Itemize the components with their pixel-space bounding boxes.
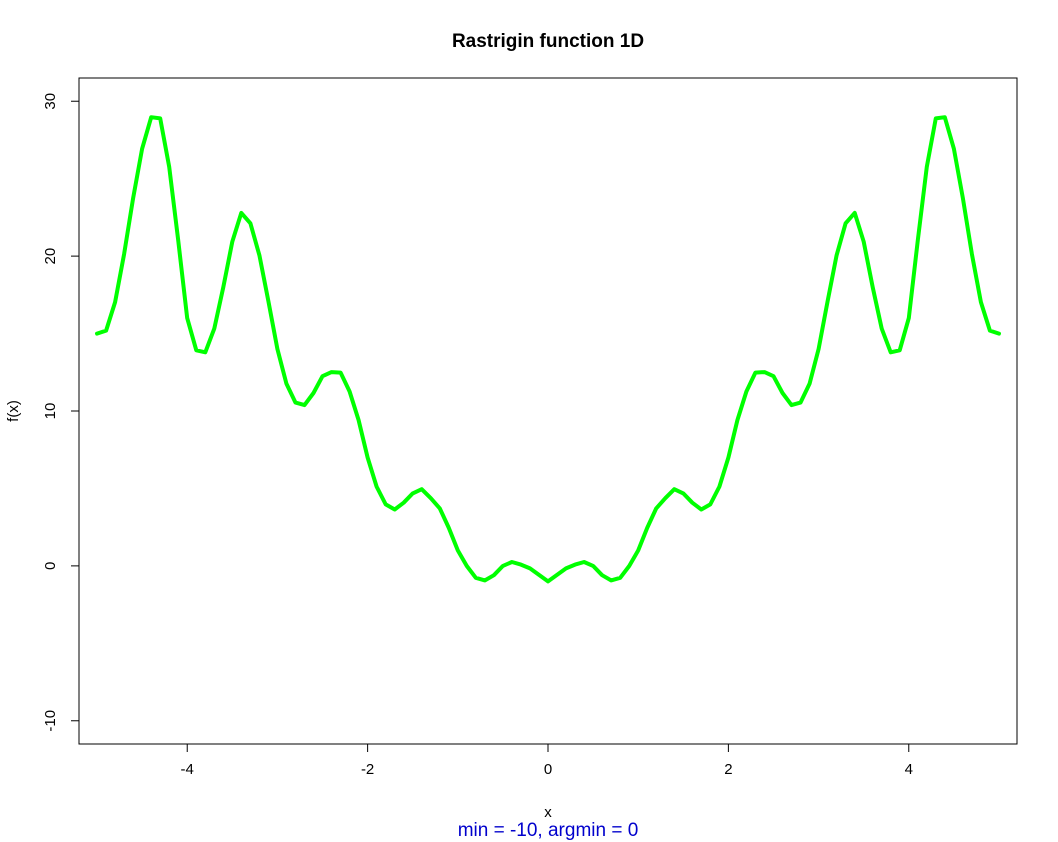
x-axis-label: x	[544, 804, 552, 821]
series-line	[95, 115, 1001, 584]
y-tick-label: 10	[42, 403, 59, 420]
x-tick-label: 2	[724, 761, 732, 778]
y-tick-label: 30	[42, 93, 59, 110]
y-tick-label: 20	[42, 248, 59, 265]
x-tick-label: -2	[361, 761, 374, 778]
x-tick-label: 4	[905, 761, 913, 778]
x-tick-label: -4	[181, 761, 194, 778]
y-axis: -10 0 10 20 30	[42, 93, 79, 732]
x-axis: -4 -2 0 2 4	[181, 744, 913, 778]
plot-frame	[78, 77, 1018, 745]
chart-title: Rastrigin function 1D	[452, 31, 644, 52]
y-tick-label: 0	[42, 562, 59, 570]
chart-subtitle: min = -10, argmin = 0	[458, 820, 639, 841]
y-tick-label: -10	[42, 710, 59, 732]
x-tick-label: 0	[544, 761, 552, 778]
y-axis-label: f(x)	[5, 400, 22, 422]
